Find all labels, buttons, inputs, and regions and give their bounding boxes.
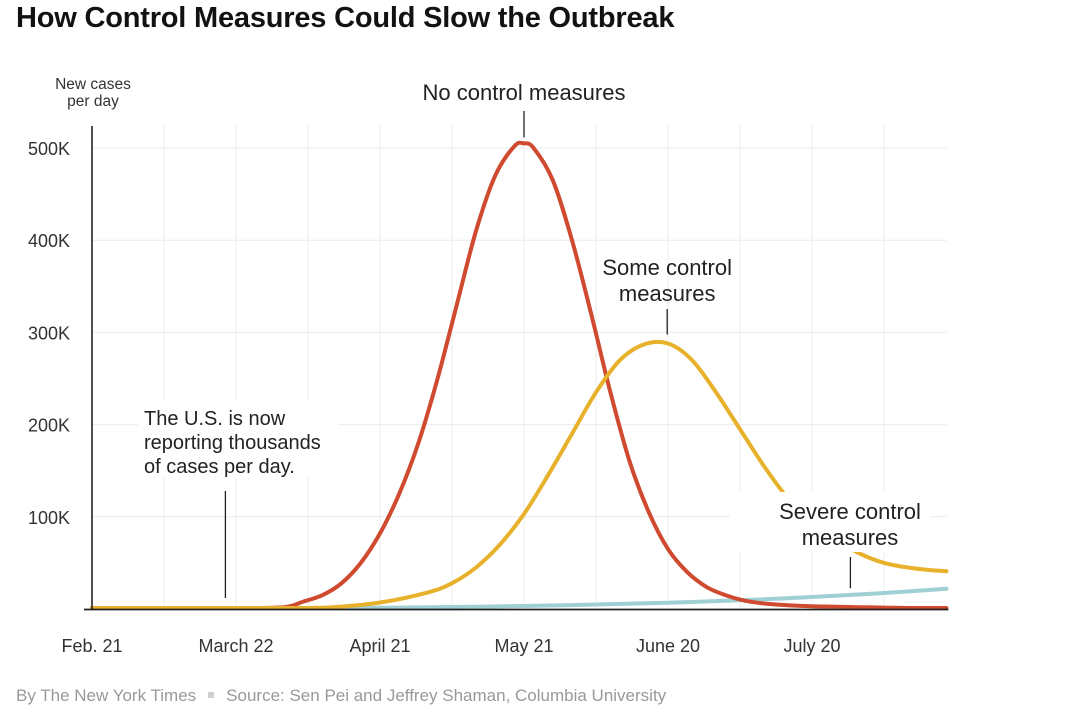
footer: By The New York Times Source: Sen Pei and… [16,686,666,706]
credit-text: By The New York Times [16,686,197,705]
chart-labels: 100K 200K 300K 400K 500K Feb. 21 March 22 April… [28,76,930,656]
label-severe-control: measures [802,525,899,550]
series-line-no-control [90,140,949,611]
annotation-text-line: reporting thousands [144,432,321,454]
annotation-halo [138,400,338,478]
y-tick-label: 400K [28,231,70,251]
label-no-control: No control measures [423,80,626,105]
annotation-text-line: The U.S. is now [144,408,286,430]
x-tick-label: May 21 [494,636,553,656]
label-severe-control: Severe control [779,499,921,524]
chart-title: How Control Measures Could Slow the Outb… [16,2,675,34]
y-axis-title-line: New cases [55,76,131,93]
label-some-control: Some control [602,255,732,280]
separator-square-icon [208,691,215,698]
x-tick-label: March 22 [198,636,273,656]
x-tick-label: Feb. 21 [61,636,122,656]
y-tick-label: 500K [28,139,70,159]
label-halo-severe-control [730,492,930,552]
annotation-text-line: of cases per day. [144,456,295,478]
x-tick-label: April 21 [349,636,410,656]
y-axis-title-line: per day [67,93,119,110]
x-tick-label: June 20 [636,636,700,656]
label-some-control: measures [619,281,716,306]
axes [84,126,949,611]
y-tick-label: 100K [28,508,70,528]
y-tick-label: 200K [28,416,70,436]
y-tick-label: 300K [28,323,70,343]
x-tick-label: July 20 [783,636,840,656]
source-text: Source: Sen Pei and Jeffrey Shaman, Colu… [226,686,667,705]
